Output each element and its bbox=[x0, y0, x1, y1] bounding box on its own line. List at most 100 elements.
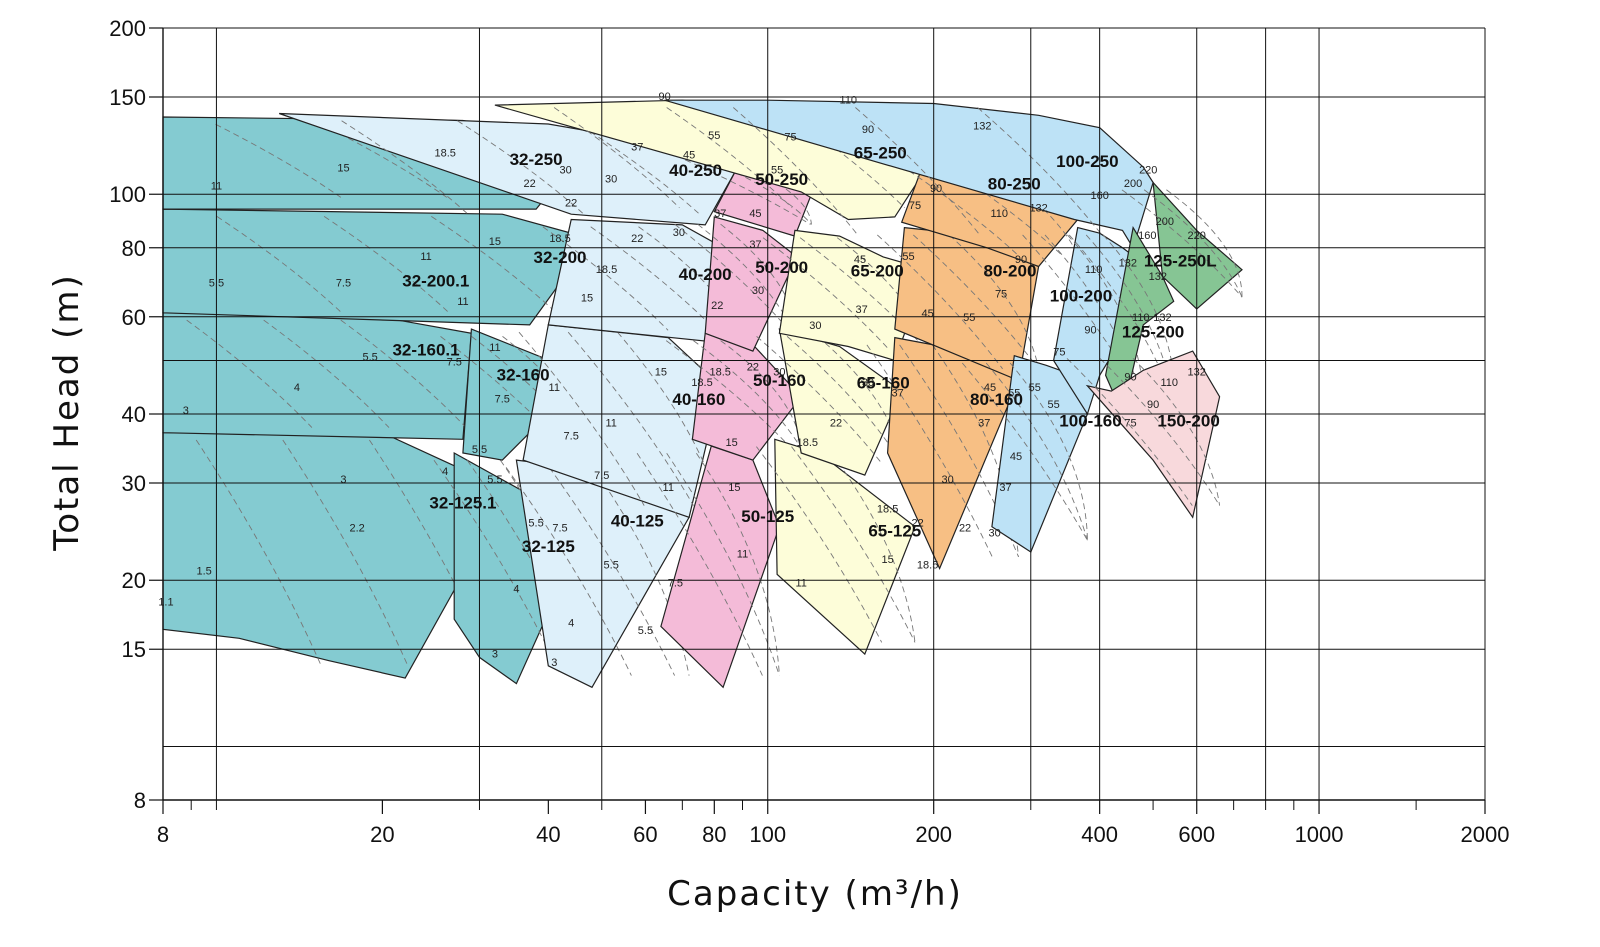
kw-label: 200 bbox=[1156, 216, 1174, 228]
kw-label: 11 bbox=[605, 417, 616, 429]
kw-label: 37 bbox=[891, 388, 903, 400]
model-curve-50-200 bbox=[720, 223, 798, 340]
kw-label: 5.5 bbox=[472, 444, 487, 456]
kw-label: 75 bbox=[995, 289, 1007, 301]
model-label-65-200: 65-200 bbox=[851, 261, 904, 280]
kw-label: 132 bbox=[1119, 257, 1137, 269]
kw-label: 1.1 bbox=[158, 597, 173, 609]
kw-label: 30 bbox=[752, 285, 764, 297]
kw-label: 132 bbox=[1029, 203, 1047, 215]
kw-label: 55 bbox=[771, 165, 783, 177]
model-curve-150-200 bbox=[1099, 358, 1220, 506]
kw-label: 3 bbox=[492, 648, 498, 660]
model-curve-80-200 bbox=[876, 234, 1003, 370]
model-curve-40-125 bbox=[505, 467, 632, 676]
kw-label: 15 bbox=[655, 366, 667, 378]
kw-label: 30 bbox=[673, 227, 685, 239]
model-curve-80-200 bbox=[948, 234, 1040, 369]
model-label-32-200: 32-200 bbox=[534, 248, 587, 267]
model-label-125-200: 125-200 bbox=[1122, 323, 1184, 342]
model-curve-65-125 bbox=[756, 446, 883, 643]
model-curve-100-250 bbox=[733, 107, 859, 237]
axes: 8 20 40 60 80 100 200 400 600 1000 2000 8 15 20 30 40 60… bbox=[109, 16, 1509, 847]
kw-label: 110 bbox=[1132, 312, 1150, 324]
kw-label: 18.5 bbox=[877, 504, 898, 516]
x-tick-label: 600 bbox=[1178, 822, 1215, 847]
kw-label: 30 bbox=[809, 320, 821, 332]
model-curve-50-125 bbox=[696, 453, 780, 676]
kw-label: 15 bbox=[489, 236, 501, 248]
model-label-80-250: 80-250 bbox=[988, 174, 1041, 193]
model-curve-100-250 bbox=[977, 107, 1104, 237]
model-label-32-160: 32-160 bbox=[497, 365, 550, 384]
model-label-50-200: 50-200 bbox=[755, 258, 808, 277]
model-curve-100-160 bbox=[985, 362, 1088, 541]
model-area-32-125.1 bbox=[162, 432, 511, 679]
kw-label: 30 bbox=[560, 165, 572, 177]
kw-label: 22 bbox=[959, 523, 971, 535]
kw-label: 132 bbox=[1149, 271, 1167, 283]
kw-label: 55 bbox=[1029, 382, 1041, 394]
model-label-40-160: 40-160 bbox=[672, 390, 725, 409]
kw-label: 7.5 bbox=[668, 577, 683, 589]
model-curve-80-200 bbox=[912, 234, 1039, 370]
kw-label: 7.5 bbox=[552, 523, 567, 535]
model-label-100-160: 100-160 bbox=[1059, 411, 1121, 430]
model-area-32-160.1 bbox=[162, 312, 473, 440]
model-curve-32-200 bbox=[431, 216, 557, 314]
kw-label: 90 bbox=[1015, 254, 1027, 266]
kw-label: 75 bbox=[909, 200, 921, 212]
kw-label: 55 bbox=[902, 251, 914, 263]
kw-label: 11 bbox=[420, 251, 431, 263]
kw-label: 5.5 bbox=[638, 625, 653, 637]
x-tick-label: 40 bbox=[536, 822, 560, 847]
model-curve-32-125 bbox=[433, 460, 560, 673]
kw-label: 160 bbox=[1090, 190, 1108, 202]
kw-label: 55 bbox=[1047, 399, 1059, 411]
model-label-32-160.1: 32-160.1 bbox=[392, 341, 459, 360]
model-label-50-160: 50-160 bbox=[753, 371, 806, 390]
y-tick-label: 20 bbox=[122, 568, 146, 593]
kw-label: 55 bbox=[708, 130, 720, 142]
model-curve-100-160 bbox=[1009, 362, 1088, 541]
kw-label: 11 bbox=[663, 482, 674, 494]
model-curve-65-125 bbox=[791, 446, 916, 643]
kw-label: 4 bbox=[294, 382, 300, 394]
model-curve-40-125 bbox=[592, 467, 690, 676]
model-curve-150-200 bbox=[1066, 358, 1193, 506]
kw-label: 7.5 bbox=[495, 393, 510, 405]
kw-label: 30 bbox=[942, 474, 954, 486]
kw-label: 37 bbox=[999, 482, 1011, 494]
kw-label: 7.5 bbox=[447, 356, 462, 368]
kw-label: 132 bbox=[1153, 312, 1171, 324]
kw-label: 3 bbox=[340, 474, 346, 486]
model-curve-32-200 bbox=[323, 216, 450, 314]
model-curve-32-250 bbox=[321, 123, 448, 198]
model-curve-125-250L bbox=[1143, 189, 1243, 298]
kw-label: 45 bbox=[854, 254, 866, 266]
kw-label: 110 bbox=[840, 94, 858, 106]
kw-label: 22 bbox=[565, 198, 577, 210]
kw-label: 5.5 bbox=[604, 560, 619, 572]
kw-label: 18.5 bbox=[434, 148, 455, 160]
x-tick-label: 80 bbox=[702, 822, 726, 847]
kw-label: 7.5 bbox=[564, 430, 579, 442]
model-label-65-160: 65-160 bbox=[857, 373, 910, 392]
kw-label: 45 bbox=[984, 382, 996, 394]
kw-label: 30 bbox=[605, 174, 617, 186]
kw-label: 2.2 bbox=[350, 523, 365, 535]
kw-label: 110 bbox=[1161, 377, 1179, 389]
model-curve-32-125.1 bbox=[369, 439, 496, 667]
model-curve-125-250L bbox=[1166, 189, 1243, 298]
y-tick-label: 80 bbox=[122, 236, 146, 261]
kw-label: 1.5 bbox=[196, 565, 211, 577]
kw-label: 22 bbox=[911, 518, 923, 530]
kw-label: 22 bbox=[830, 417, 842, 429]
kw-label: 37 bbox=[855, 304, 867, 316]
kw-label: 3 bbox=[551, 657, 557, 669]
x-tick-label: 2000 bbox=[1461, 822, 1510, 847]
kw-label: 18.5 bbox=[596, 264, 617, 276]
kw-label: 75 bbox=[784, 132, 796, 144]
model-area-125-250L bbox=[1152, 180, 1243, 310]
